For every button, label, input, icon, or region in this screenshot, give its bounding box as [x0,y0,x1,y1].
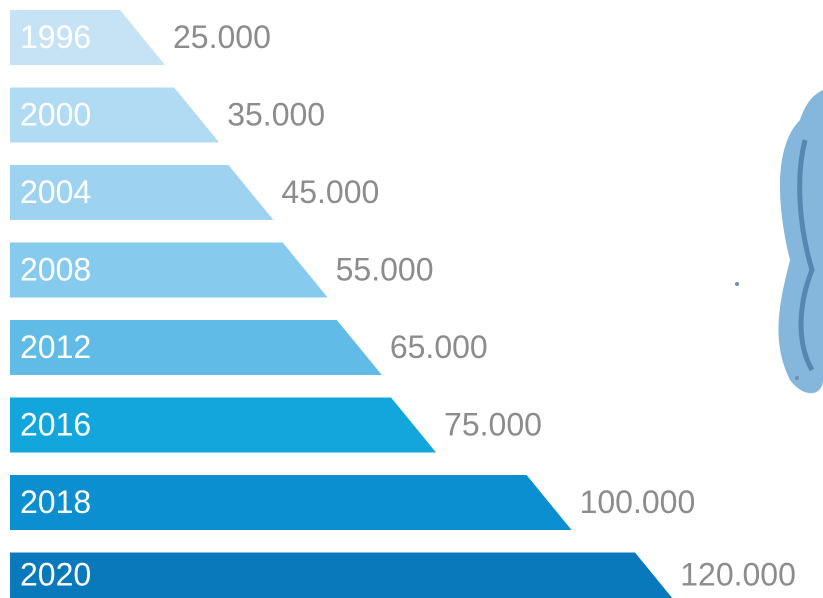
value-label: 120.000 [680,557,796,593]
category-label: 2012 [20,329,91,365]
value-label: 65.000 [390,329,488,365]
bar [10,87,220,143]
water-shape [778,90,823,394]
decorative-splash [735,90,823,394]
value-label: 75.000 [444,406,542,442]
bar [10,165,274,220]
bar [10,397,437,453]
bar [10,320,382,375]
category-label: 2000 [20,96,91,132]
value-label: 100.000 [580,484,696,520]
water-line [797,139,815,372]
bar [10,242,328,298]
bar [10,475,572,530]
value-label: 55.000 [336,251,434,287]
category-label: 2004 [20,174,91,210]
category-label: 1996 [20,19,91,55]
category-label: 2008 [20,251,91,287]
drop [795,376,799,380]
value-label: 25.000 [173,19,271,55]
category-label: 2018 [20,484,91,520]
bar [10,10,165,65]
bar [10,552,673,598]
value-label: 45.000 [281,174,379,210]
drop [735,282,739,286]
value-label: 35.000 [227,96,325,132]
category-label: 2020 [20,557,91,593]
category-label: 2016 [20,406,91,442]
